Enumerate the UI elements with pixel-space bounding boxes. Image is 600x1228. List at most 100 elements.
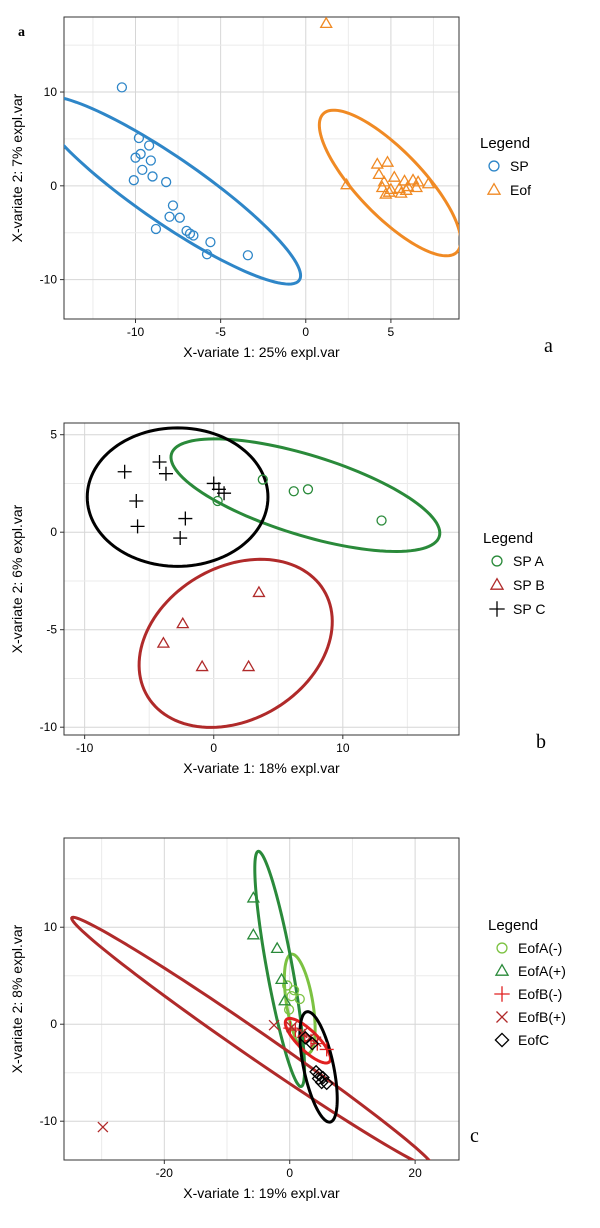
data-point (158, 466, 173, 481)
y-tick-label: 0 (50, 525, 57, 539)
data-point (205, 236, 216, 248)
x-tick-label: -10 (76, 741, 94, 755)
data-point (174, 212, 185, 223)
data-point (212, 495, 223, 507)
data-point (278, 993, 292, 1006)
y-tick-label: 0 (50, 1017, 57, 1031)
data-point (312, 1067, 327, 1082)
data-point (135, 148, 146, 160)
legend: Legend SP A SP B SP C (483, 530, 545, 617)
data-point (302, 484, 314, 495)
data-point (294, 993, 305, 1005)
legend-marker (486, 182, 502, 195)
data-point (311, 1071, 326, 1086)
data-point (176, 616, 190, 629)
data-point (268, 1019, 280, 1031)
data-point (129, 494, 144, 508)
data-point (409, 180, 424, 193)
y-tick-label: 10 (44, 920, 58, 934)
data-point (173, 531, 188, 546)
confidence-ellipse-SP-C (85, 426, 270, 568)
data-point (376, 515, 387, 526)
x-tick-label: 0 (302, 325, 309, 339)
legend-label: EofA(-) (518, 940, 562, 956)
legend-label: EofB(+) (518, 1009, 566, 1025)
legend-label: SP C (513, 601, 545, 617)
legend-label: SP B (513, 577, 545, 593)
data-point (288, 486, 299, 497)
data-point (152, 455, 167, 469)
x-axis-title: X-variate 1: 25% expl.var (183, 344, 340, 360)
legend-marker (496, 942, 508, 954)
confidence-ellipse-EofB(+) (70, 915, 431, 1160)
data-point (150, 223, 162, 235)
x-tick-label: 5 (388, 325, 395, 339)
confidence-ellipse-EofC (298, 1010, 339, 1124)
confidence-ellipse-EofA(+) (253, 849, 307, 1089)
confidence-ellipse-SP (64, 96, 303, 286)
x-tick-label: 20 (408, 1166, 422, 1180)
data-point (137, 164, 148, 176)
legend-title: Legend (488, 917, 538, 934)
x-axis-title: X-variate 1: 19% expl.var (183, 1185, 340, 1201)
legend-label: EofA(+) (518, 963, 566, 979)
data-point (319, 17, 333, 29)
legend-title: Legend (480, 135, 530, 152)
legend-label: SP A (513, 553, 545, 569)
data-point (130, 152, 141, 163)
data-point (167, 200, 179, 211)
legend: Legend EofA(-) EofA(+) EofB(-) EofB(+) EofC (488, 917, 566, 1048)
x-tick-label: 0 (286, 1166, 293, 1180)
plot-border (63, 16, 460, 320)
data-point (298, 1030, 313, 1045)
legend-label: EofC (518, 1032, 549, 1048)
data-point (392, 181, 407, 194)
confidence-ellipse-SP-A (169, 437, 442, 553)
data-point (397, 174, 412, 186)
data-point (195, 659, 209, 672)
y-tick-label: -10 (40, 273, 58, 287)
x-tick-label: 0 (210, 741, 217, 755)
data-point (370, 157, 384, 169)
data-point (178, 511, 193, 526)
legend-marker (494, 1032, 510, 1048)
x-tick-label: -5 (215, 325, 226, 339)
data-point (246, 927, 260, 940)
data-point (305, 1036, 320, 1051)
confidence-ellipse-EofB(-) (283, 1016, 332, 1065)
panel-letter-c: c (470, 1125, 479, 1147)
x-tick-label: -20 (156, 1166, 174, 1180)
data-point (188, 230, 199, 241)
data-point (319, 1076, 334, 1091)
data-point (147, 171, 158, 182)
data-point (380, 155, 395, 167)
legend-marker (496, 1011, 508, 1023)
data-point (270, 941, 284, 954)
chart-panel-b: -10 0 10 -10 -5 0 5 X-variate 1: 18% expl.var X-… (9, 422, 545, 776)
plot-border (63, 422, 460, 736)
panel-letter-a: a (544, 335, 553, 357)
chart-panel-c: -20 0 20 -10 0 10 X-variate 1: 19% expl.var X-v… (9, 837, 566, 1201)
y-axis-title: X-variate 2: 8% expl.var (9, 924, 25, 1073)
y-tick-label: 10 (44, 85, 58, 99)
data-point (282, 980, 293, 991)
data-point (246, 891, 260, 903)
panel-letter-b: b (536, 731, 546, 753)
legend-marker (489, 577, 505, 590)
data-point (133, 132, 145, 144)
data-point (387, 170, 401, 182)
data-point (304, 1032, 316, 1044)
data-point (128, 175, 139, 186)
data-point (375, 180, 390, 193)
legend-marker (494, 986, 510, 1002)
data-point (286, 1021, 298, 1033)
data-point (145, 155, 156, 166)
legend-title: Legend (483, 530, 533, 547)
plot-area (70, 849, 431, 1160)
plot-area (64, 17, 459, 286)
grid (64, 423, 459, 735)
data-point (217, 486, 232, 501)
legend-marker (488, 160, 500, 172)
data-point (143, 140, 155, 151)
plot-border (63, 837, 460, 1161)
